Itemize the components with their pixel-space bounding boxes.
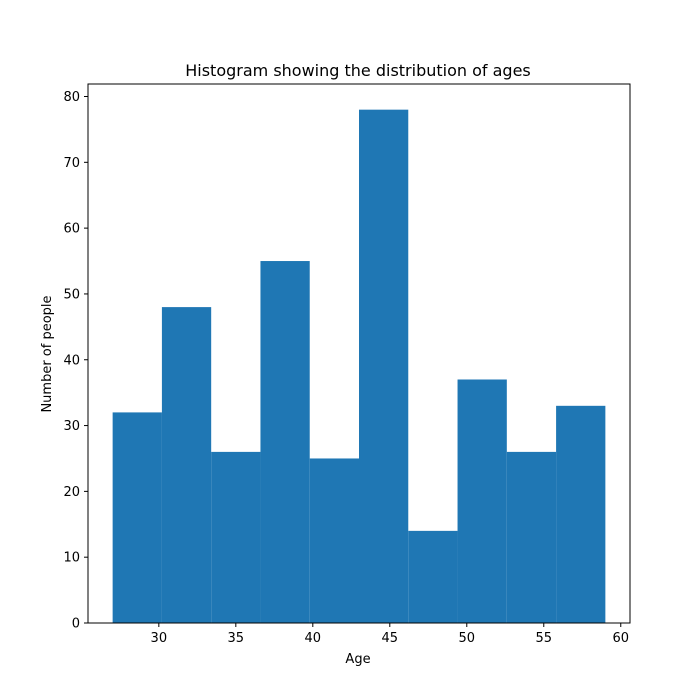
x-tick-label: 55 (535, 631, 552, 646)
histogram-bar-1 (112, 412, 162, 623)
x-tick-label: 30 (151, 631, 168, 646)
bars-group (112, 109, 606, 623)
x-axis-label: Age (345, 652, 370, 667)
x-tick-label: 40 (305, 631, 322, 646)
y-tick-label: 10 (63, 551, 80, 566)
y-tick-label: 0 (72, 617, 80, 632)
histogram-bar-10 (556, 405, 606, 623)
x-tick-label: 50 (459, 631, 476, 646)
x-axis-ticks: 30 35 40 45 50 55 60 (151, 623, 629, 646)
y-tick-label: 40 (63, 353, 80, 368)
histogram-bar-5 (309, 458, 359, 623)
histogram-bar-8 (457, 379, 507, 623)
histogram-bar-3 (211, 451, 261, 623)
x-tick-label: 45 (382, 631, 399, 646)
y-tick-label: 20 (63, 485, 80, 500)
y-tick-label: 80 (63, 90, 80, 105)
histogram-bar-9 (506, 451, 557, 623)
plot-frame (87, 83, 631, 624)
histogram-bar-4 (260, 261, 310, 623)
chart-title: Histogram showing the distribution of ag… (185, 61, 531, 80)
y-tick-label: 30 (63, 419, 80, 434)
y-axis-ticks: 0 10 20 30 40 50 60 70 80 (63, 90, 88, 632)
x-tick-label: 35 (228, 631, 245, 646)
x-tick-label: 60 (612, 631, 629, 646)
y-tick-label: 70 (63, 156, 80, 171)
y-tick-label: 50 (63, 287, 80, 302)
histogram-bar-7 (408, 530, 458, 623)
histogram-bar-6 (359, 109, 409, 623)
histogram-bar-2 (161, 307, 212, 623)
y-axis-label: Number of people (40, 295, 55, 412)
y-tick-label: 60 (63, 222, 80, 237)
